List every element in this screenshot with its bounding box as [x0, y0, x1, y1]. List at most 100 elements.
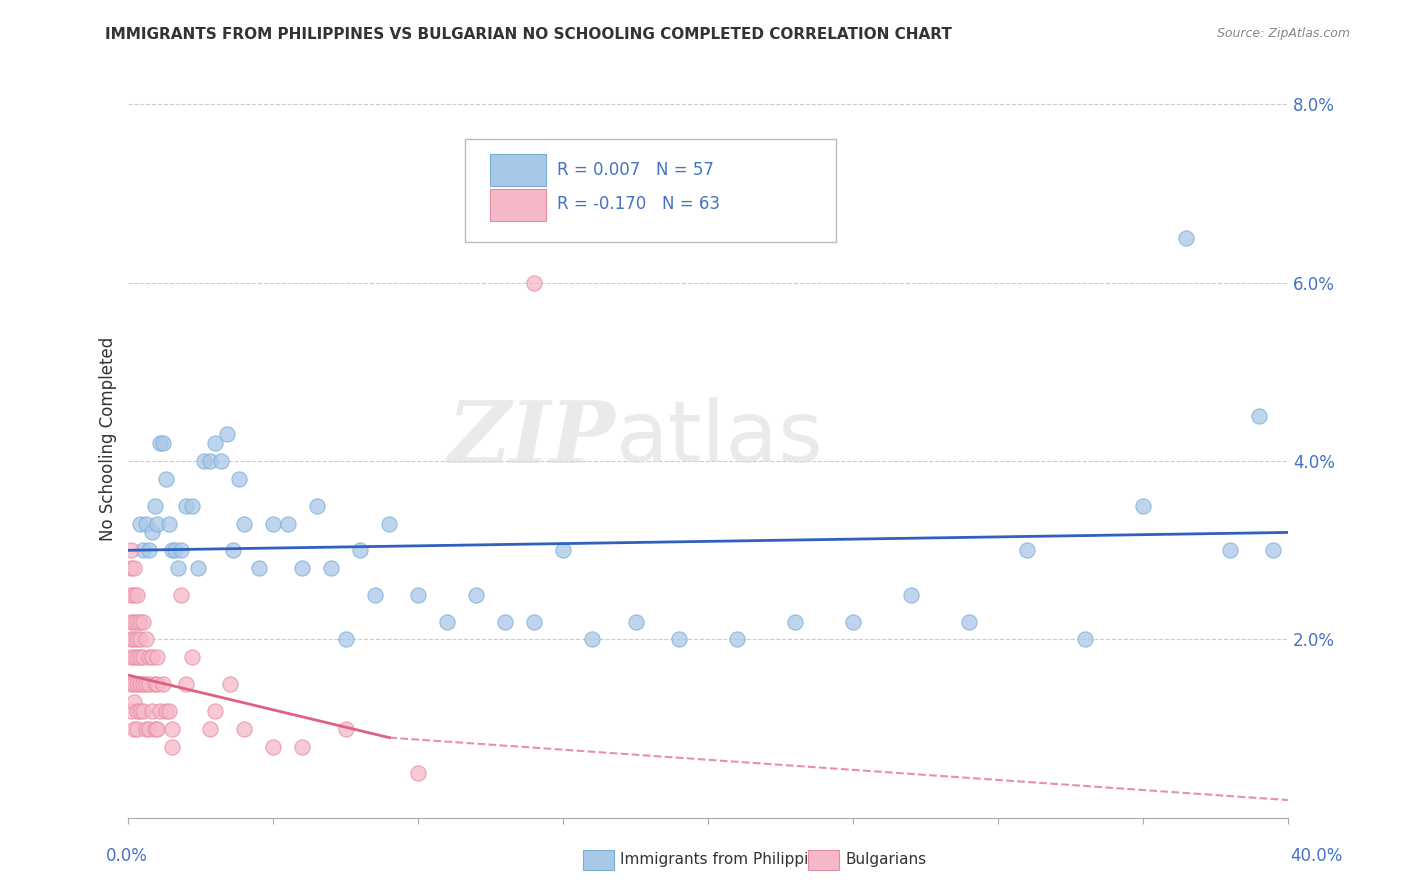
Point: [135, 677, 157, 691]
Point: [132, 677, 155, 691]
Point: [138, 722, 160, 736]
Point: [291, 739, 314, 754]
FancyBboxPatch shape: [465, 139, 835, 242]
Text: Source: ZipAtlas.com: Source: ZipAtlas.com: [1216, 27, 1350, 40]
Text: Bulgarians: Bulgarians: [845, 853, 927, 867]
Point: [204, 436, 226, 450]
Text: atlas: atlas: [616, 397, 824, 480]
Point: [143, 499, 166, 513]
Point: [155, 704, 177, 718]
Point: [120, 561, 142, 575]
Point: [181, 650, 204, 665]
Point: [408, 766, 430, 780]
Text: ZIP: ZIP: [447, 397, 616, 481]
Point: [465, 588, 488, 602]
Point: [523, 615, 546, 629]
Point: [122, 722, 145, 736]
Point: [122, 650, 145, 665]
Point: [957, 615, 980, 629]
Point: [160, 543, 183, 558]
Point: [120, 588, 142, 602]
Point: [155, 472, 177, 486]
Point: [132, 615, 155, 629]
Point: [127, 632, 149, 647]
Point: [219, 677, 242, 691]
Point: [215, 427, 238, 442]
Point: [146, 722, 169, 736]
Point: [149, 436, 172, 450]
Point: [129, 516, 152, 531]
Point: [120, 650, 142, 665]
Point: [668, 632, 690, 647]
Point: [127, 615, 149, 629]
Point: [364, 588, 387, 602]
Text: 40.0%: 40.0%: [1291, 847, 1343, 865]
Point: [141, 650, 163, 665]
Point: [349, 543, 371, 558]
Point: [120, 677, 142, 691]
Point: [187, 561, 209, 575]
Point: [436, 615, 458, 629]
Point: [1263, 543, 1285, 558]
Point: [146, 650, 169, 665]
Point: [262, 739, 284, 754]
Point: [129, 677, 152, 691]
Point: [176, 677, 198, 691]
Point: [408, 588, 430, 602]
Point: [1132, 499, 1154, 513]
Point: [132, 543, 155, 558]
Text: 0.0%: 0.0%: [105, 847, 148, 865]
Point: [1074, 632, 1097, 647]
Point: [138, 543, 160, 558]
Point: [120, 632, 142, 647]
Point: [127, 650, 149, 665]
Point: [120, 704, 142, 718]
Point: [143, 677, 166, 691]
Point: [209, 454, 232, 468]
Point: [1219, 543, 1241, 558]
Point: [1015, 543, 1038, 558]
Point: [143, 722, 166, 736]
Text: R = -0.170   N = 63: R = -0.170 N = 63: [557, 195, 720, 213]
Point: [581, 632, 603, 647]
Point: [122, 588, 145, 602]
Point: [785, 615, 807, 629]
Point: [169, 588, 191, 602]
Point: [176, 499, 198, 513]
Point: [122, 695, 145, 709]
Point: [163, 543, 186, 558]
Point: [122, 632, 145, 647]
Text: R = 0.007   N = 57: R = 0.007 N = 57: [557, 161, 714, 178]
Point: [120, 543, 142, 558]
Point: [127, 722, 149, 736]
Point: [222, 543, 245, 558]
Point: [141, 704, 163, 718]
FancyBboxPatch shape: [491, 189, 546, 221]
Point: [842, 615, 865, 629]
Point: [523, 276, 546, 290]
Point: [132, 704, 155, 718]
Point: [127, 588, 149, 602]
Point: [157, 704, 180, 718]
Point: [122, 615, 145, 629]
Point: [291, 561, 314, 575]
Point: [725, 632, 748, 647]
Point: [204, 704, 226, 718]
Point: [181, 499, 204, 513]
FancyBboxPatch shape: [491, 154, 546, 186]
Point: [129, 704, 152, 718]
Point: [120, 615, 142, 629]
Point: [305, 499, 328, 513]
Y-axis label: No Schooling Completed: No Schooling Completed: [100, 336, 117, 541]
Point: [146, 516, 169, 531]
Point: [378, 516, 401, 531]
Point: [193, 454, 215, 468]
Point: [277, 516, 299, 531]
Point: [132, 650, 155, 665]
Point: [169, 543, 191, 558]
Point: [129, 615, 152, 629]
Point: [127, 704, 149, 718]
Text: IMMIGRANTS FROM PHILIPPINES VS BULGARIAN NO SCHOOLING COMPLETED CORRELATION CHAR: IMMIGRANTS FROM PHILIPPINES VS BULGARIAN…: [105, 27, 952, 42]
Point: [135, 722, 157, 736]
Point: [152, 677, 174, 691]
